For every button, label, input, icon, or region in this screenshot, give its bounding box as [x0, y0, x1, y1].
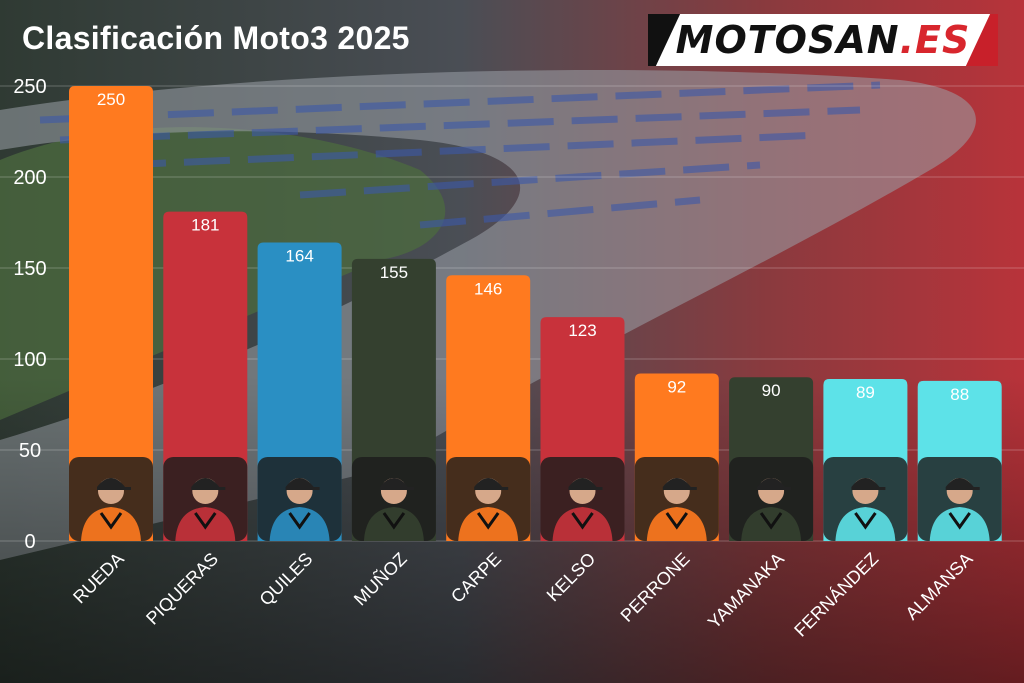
data-label: 155: [380, 263, 408, 282]
rider-leathers-icon: [552, 507, 613, 541]
x-tick-label: PIQUERAS: [142, 549, 222, 629]
rider-cap-icon: [662, 478, 697, 490]
data-label: 250: [97, 90, 125, 109]
logo-accent-text: .ES: [899, 18, 971, 62]
rider-leathers-icon: [646, 507, 707, 541]
logo-text: MOTOSAN.ES: [676, 18, 971, 62]
logo-main-text: MOTOSAN: [675, 18, 900, 62]
data-label: 123: [568, 321, 596, 340]
y-tick-label: 200: [13, 167, 46, 189]
data-label: 181: [191, 216, 219, 235]
bar-group: 164 QUILES: [256, 242, 342, 610]
rider-cap-icon: [474, 478, 509, 490]
rider-cap-icon: [285, 478, 320, 490]
rider-cap-icon: [851, 478, 886, 490]
rider-collar-icon: [854, 512, 877, 530]
rider-leathers-icon: [835, 507, 896, 541]
rider-collar-icon: [99, 512, 123, 530]
x-tick-label: ALMANSA: [902, 549, 977, 624]
rider-cap-icon: [97, 478, 131, 490]
bar-group: 90 YAMANAKA: [704, 377, 814, 633]
rider-collar-icon: [948, 512, 971, 530]
rider-leathers-icon: [929, 507, 990, 541]
bar-group: 155 MUÑOZ: [349, 258, 436, 610]
rider-cap-icon: [191, 478, 226, 490]
rider-collar-icon: [665, 512, 689, 530]
rider-leathers-icon: [458, 507, 519, 541]
x-tick-label: CARPE: [447, 549, 505, 607]
chart-title: Clasificación Moto3 2025: [22, 20, 410, 56]
rider-cap-icon: [568, 478, 603, 490]
rider-collar-icon: [382, 512, 406, 530]
x-tick-label: PERRONE: [617, 549, 694, 626]
rider-leathers-icon: [175, 507, 236, 541]
y-tick-label: 50: [19, 440, 41, 462]
y-tick-label: 0: [24, 531, 35, 553]
rider-cap-icon: [945, 478, 980, 490]
rider-leathers-icon: [269, 507, 330, 541]
rider-collar-icon: [194, 512, 217, 530]
motosan-logo: MOTOSAN.ES: [648, 14, 998, 66]
x-tick-label: MUÑOZ: [349, 548, 411, 610]
rider-collar-icon: [759, 512, 783, 530]
x-tick-label: KELSO: [543, 549, 600, 606]
x-tick-label: RUEDA: [69, 549, 128, 608]
bar-group: 250 RUEDA: [69, 86, 153, 607]
x-tick-label: FERNÁNDEZ: [790, 549, 882, 641]
x-tick-label: QUILES: [256, 549, 317, 610]
bar-group: 181 PIQUERAS: [142, 211, 248, 629]
data-label: 89: [856, 383, 875, 402]
x-tick-label: YAMANAKA: [704, 549, 788, 633]
data-label: 164: [285, 247, 313, 266]
bar: [69, 86, 153, 541]
rider-cap-icon: [379, 478, 414, 490]
rider-cap-icon: [757, 478, 792, 490]
rider-leathers-icon: [741, 507, 802, 541]
data-label: 90: [762, 381, 781, 400]
bar-group: 88 ALMANSA: [902, 380, 1002, 624]
y-tick-label: 250: [13, 76, 46, 98]
bar-group: 123 KELSO: [540, 317, 625, 606]
y-tick-label: 100: [13, 349, 46, 371]
rider-leathers-icon: [81, 507, 141, 541]
rider-collar-icon: [476, 512, 500, 530]
data-label: 146: [474, 279, 502, 298]
rider-collar-icon: [571, 512, 594, 530]
data-label: 92: [667, 378, 686, 397]
bar-group: 92 PERRONE: [617, 373, 719, 626]
data-label: 88: [950, 385, 969, 404]
rider-collar-icon: [288, 512, 311, 530]
bar-group: 146 CARPE: [446, 275, 531, 607]
y-tick-label: 150: [13, 258, 46, 280]
rider-leathers-icon: [363, 507, 424, 541]
